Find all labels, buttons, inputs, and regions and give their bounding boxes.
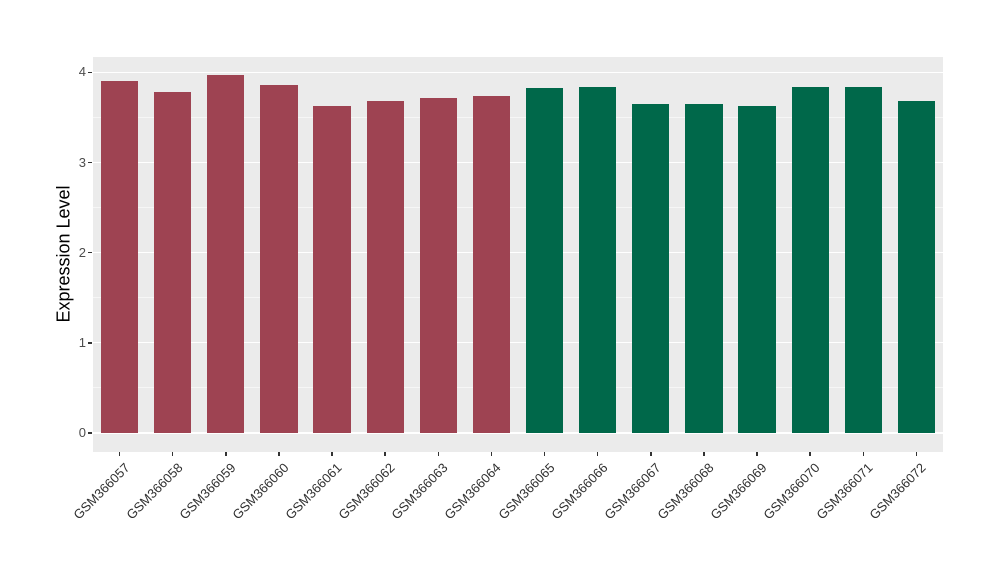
bar-GSM366067 bbox=[632, 103, 670, 434]
x-tick-mark bbox=[650, 452, 652, 456]
y-tick-mark bbox=[88, 342, 92, 344]
x-tick-label-GSM366061: GSM366061 bbox=[282, 460, 345, 523]
y-tick-label: 0 bbox=[78, 425, 86, 441]
y-tick-label: 2 bbox=[78, 244, 86, 260]
y-tick-mark bbox=[88, 71, 92, 74]
x-tick-mark bbox=[225, 452, 227, 456]
x-tick-label-GSM366070: GSM366070 bbox=[760, 460, 823, 523]
x-tick-mark bbox=[596, 452, 599, 456]
bar-GSM366071 bbox=[844, 86, 882, 434]
x-tick-label-GSM366064: GSM366064 bbox=[441, 460, 505, 523]
x-tick-mark bbox=[384, 452, 386, 456]
bar-GSM366063 bbox=[419, 98, 457, 434]
x-tick-label-GSM366059: GSM366059 bbox=[176, 460, 239, 523]
x-tick-mark bbox=[543, 452, 546, 456]
y-tick-mark bbox=[88, 432, 92, 434]
x-tick-mark bbox=[490, 452, 493, 456]
x-tick-label-GSM366068: GSM366068 bbox=[654, 460, 717, 523]
y-tick-mark bbox=[88, 251, 92, 254]
plot-panel bbox=[93, 57, 943, 452]
x-tick-mark bbox=[437, 452, 440, 456]
x-tick-mark bbox=[331, 452, 333, 456]
bar-GSM366061 bbox=[313, 105, 351, 434]
bar-GSM366064 bbox=[472, 95, 511, 434]
x-tick-mark bbox=[809, 452, 811, 456]
bar-GSM366068 bbox=[685, 103, 723, 434]
x-tick-mark bbox=[171, 452, 174, 456]
x-tick-label-GSM366072: GSM366072 bbox=[866, 460, 930, 523]
y-tick-label: 3 bbox=[78, 154, 86, 170]
bar-GSM366059 bbox=[207, 75, 245, 434]
bar-GSM366070 bbox=[791, 86, 829, 434]
x-tick-label-GSM366063: GSM366063 bbox=[388, 460, 451, 523]
x-tick-label-GSM366065: GSM366065 bbox=[494, 460, 558, 523]
x-tick-mark bbox=[703, 452, 705, 456]
y-tick-label: 4 bbox=[78, 64, 86, 80]
x-tick-label-GSM366058: GSM366058 bbox=[123, 460, 186, 523]
x-tick-label-GSM366067: GSM366067 bbox=[601, 460, 664, 523]
y-tick-label: 1 bbox=[78, 334, 86, 350]
bar-GSM366057 bbox=[100, 81, 139, 434]
x-tick-label-GSM366071: GSM366071 bbox=[813, 460, 876, 523]
x-tick-label-GSM366066: GSM366066 bbox=[548, 460, 611, 523]
x-tick-label-GSM366062: GSM366062 bbox=[335, 460, 398, 523]
x-tick-mark bbox=[756, 452, 758, 456]
bar-GSM366058 bbox=[154, 92, 192, 434]
x-tick-mark bbox=[915, 452, 918, 456]
bar-GSM366065 bbox=[525, 87, 564, 434]
gridline-major bbox=[93, 71, 943, 73]
bar-GSM366060 bbox=[260, 84, 298, 434]
x-tick-label-GSM366069: GSM366069 bbox=[707, 460, 770, 523]
bar-GSM366066 bbox=[579, 86, 617, 434]
y-tick-mark bbox=[88, 161, 92, 164]
bar-GSM366072 bbox=[897, 101, 936, 434]
bar-GSM366062 bbox=[366, 101, 404, 434]
x-tick-mark bbox=[278, 452, 280, 456]
x-tick-label-GSM366057: GSM366057 bbox=[69, 460, 133, 523]
bar-GSM366069 bbox=[738, 105, 776, 434]
x-tick-mark bbox=[862, 452, 865, 456]
x-tick-mark bbox=[118, 452, 121, 456]
x-tick-label-GSM366060: GSM366060 bbox=[229, 460, 292, 523]
